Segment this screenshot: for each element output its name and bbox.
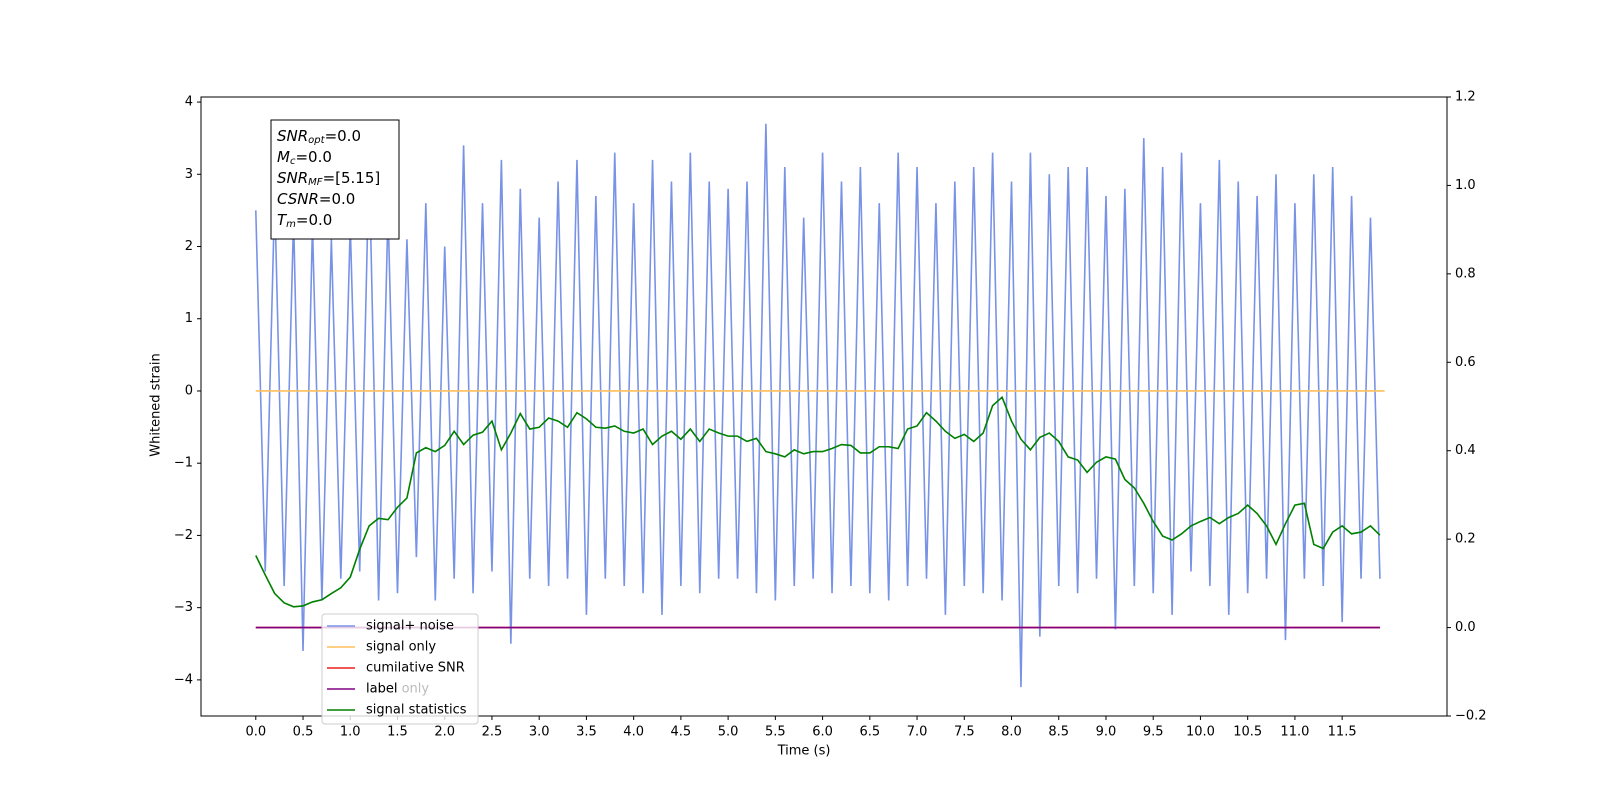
- info-subscript: m: [286, 219, 296, 230]
- legend-label: cumilative SNR: [366, 661, 465, 676]
- x-tick-label: 5.5: [765, 725, 786, 740]
- y-tick-label: −4: [174, 672, 193, 687]
- y-tick-label: 1: [185, 311, 193, 326]
- x-tick-label: 2.0: [434, 725, 455, 740]
- x-tick-label: 1.0: [340, 725, 361, 740]
- x-tick-label: 10.5: [1233, 725, 1262, 740]
- x-tick-label: 0.0: [245, 725, 266, 740]
- x-tick-label: 2.5: [482, 725, 503, 740]
- x-tick-label: 7.5: [954, 725, 975, 740]
- x-tick-label: 9.0: [1096, 725, 1117, 740]
- x-tick-label: 7.0: [907, 725, 928, 740]
- info-symbol: SNR: [277, 169, 308, 187]
- info-line: SNRMF=[5.15]: [277, 169, 380, 189]
- info-line: SNRopt=0.0: [277, 127, 361, 147]
- x-tick-label: 10.0: [1186, 725, 1215, 740]
- info-text: =0.0: [319, 190, 355, 208]
- y2-tick-label: 0.0: [1455, 620, 1476, 635]
- info-line: CSNR=0.0: [277, 190, 355, 208]
- y-tick-label: −1: [174, 456, 193, 471]
- legend-frame: [321, 613, 479, 725]
- plot-frame: [200, 96, 1448, 717]
- x-tick-label: 6.5: [859, 725, 880, 740]
- info-symbol: SNR: [277, 127, 308, 145]
- series-line: [255, 395, 1381, 608]
- x-tick-label: 8.0: [1001, 725, 1022, 740]
- info-line: Tm=0.0: [277, 211, 332, 231]
- x-tick-label: 5.0: [718, 725, 739, 740]
- series-line: [254, 123, 1381, 688]
- y-tick-label: −3: [174, 600, 193, 615]
- legend-label: signal statistics: [366, 703, 467, 718]
- y-axis-label: Whitened strain: [149, 353, 164, 456]
- y2-tick-label: 0.2: [1455, 532, 1476, 547]
- info-text: =0.0: [296, 211, 332, 229]
- legend-label: label: [366, 682, 397, 697]
- info-symbol: T: [277, 211, 288, 229]
- legend-overlap-label: label only: [366, 682, 429, 697]
- x-tick-label: 11.0: [1280, 725, 1309, 740]
- x-tick-label: 11.5: [1328, 725, 1357, 740]
- x-tick-label: 8.5: [1048, 725, 1069, 740]
- y-tick-label: 0: [185, 383, 193, 398]
- y-tick-label: 4: [185, 95, 193, 110]
- info-text: =0.0: [295, 148, 331, 166]
- x-tick-label: 4.5: [671, 725, 692, 740]
- x-tick-label: 6.0: [812, 725, 833, 740]
- y2-tick-label: 0.6: [1455, 355, 1476, 370]
- info-symbol: CSNR: [277, 190, 319, 208]
- x-axis-label: Time (s): [777, 744, 831, 759]
- y2-tick-label: 0.4: [1455, 443, 1476, 458]
- info-text: =0.0: [325, 127, 361, 145]
- info-symbol: M: [277, 148, 290, 166]
- info-subscript: opt: [308, 135, 325, 146]
- x-tick-label: 3.5: [576, 725, 597, 740]
- x-tick-label: 4.0: [623, 725, 644, 740]
- y2-tick-label: 1.0: [1455, 178, 1476, 193]
- y-tick-label: 2: [185, 239, 193, 254]
- info-subscript: MF: [308, 177, 323, 188]
- x-tick-label: 9.5: [1143, 725, 1164, 740]
- y2-tick-label: 0.8: [1455, 266, 1476, 281]
- info-box: SNRopt=0.0Mc=0.0SNRMF=[5.15]CSNR=0.0Tm=0…: [270, 119, 400, 240]
- info-box-frame: [270, 119, 400, 240]
- y2-tick-label: 1.2: [1455, 90, 1476, 105]
- info-subscript: c: [290, 156, 296, 167]
- y2-tick-label: −0.2: [1455, 709, 1487, 724]
- legend: label only signal+ noise signal only cumila…: [321, 613, 479, 725]
- x-tick-label: 0.5: [293, 725, 314, 740]
- legend-label: signal+ noise: [366, 619, 454, 634]
- info-text: =[5.15]: [323, 169, 381, 187]
- y-tick-label: 3: [185, 167, 193, 182]
- y-tick-label: −2: [174, 528, 193, 543]
- x-tick-label: 3.0: [529, 725, 550, 740]
- info-line: Mc=0.0: [277, 148, 332, 168]
- x-tick-label: 1.5: [387, 725, 408, 740]
- legend-label: signal only: [366, 640, 436, 655]
